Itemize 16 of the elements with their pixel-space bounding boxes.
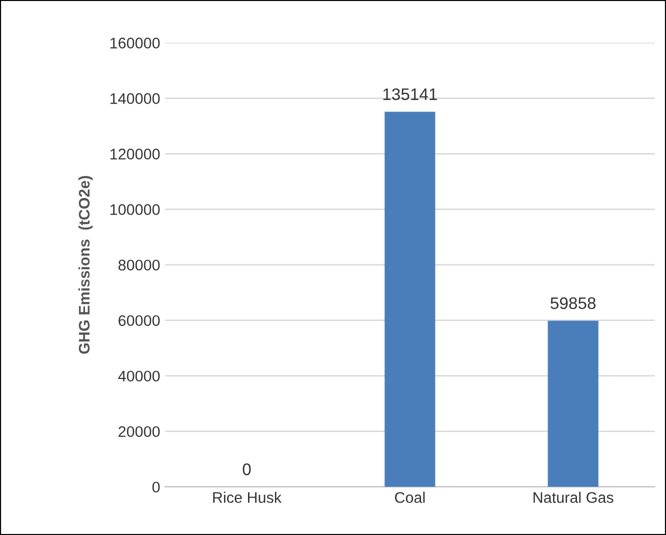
y-tick-label: 0 xyxy=(152,482,160,493)
y-tick-label: 160000 xyxy=(110,38,160,48)
data-label: 0 xyxy=(242,463,251,476)
y-tick-label: 40000 xyxy=(118,370,160,382)
x-tick-label: Coal xyxy=(394,492,425,503)
x-tick-label: Rice Husk xyxy=(213,492,282,503)
y-tick-label: 120000 xyxy=(110,148,160,160)
y-tick-label: 140000 xyxy=(110,93,160,104)
x-tick-label: Natural Gas xyxy=(534,492,614,503)
y-tick-label: 60000 xyxy=(118,315,160,326)
data-label: 59858 xyxy=(550,297,596,310)
y-tick-label: 100000 xyxy=(110,204,160,216)
data-label: 135141 xyxy=(383,88,437,100)
y-axis-title: GHG Emissions (tCO2e) xyxy=(78,176,93,354)
y-tick-label: 20000 xyxy=(118,426,160,438)
y-tick-label: 80000 xyxy=(118,260,160,271)
